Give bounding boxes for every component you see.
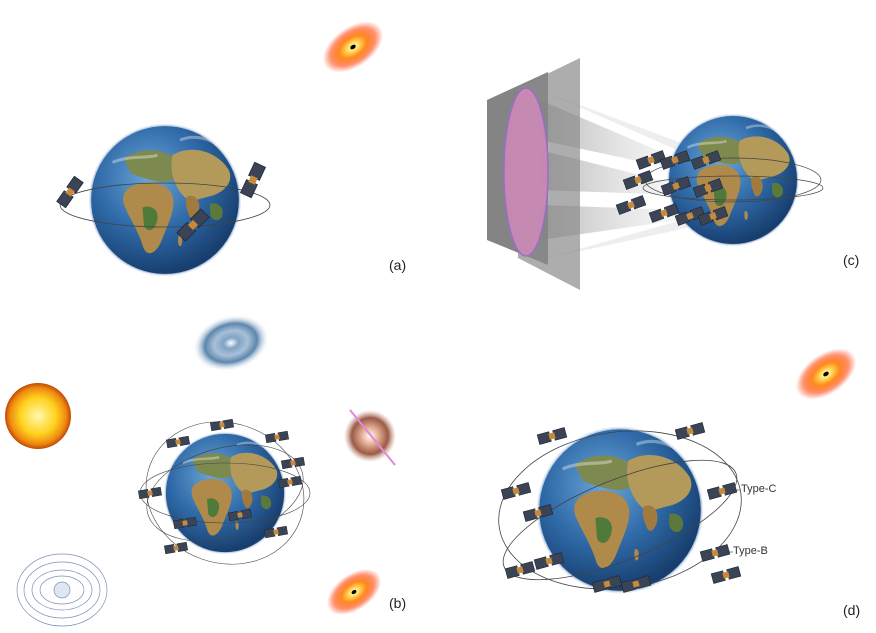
satellite-icon [536,427,568,445]
satellite-icon [500,482,532,500]
panel-d [498,338,866,594]
galaxy-icon [193,315,269,371]
satellite-icon [674,422,706,440]
earth-a [88,123,242,277]
sun-icon [5,383,71,449]
satellite-icon [706,482,738,500]
jet-line [349,409,396,466]
panel-label-d: (d) [843,602,861,618]
panel-c [487,58,824,290]
earth-d [536,426,704,594]
satellite-icon [504,561,536,579]
satellite-icon [699,544,731,562]
panel-label-b: (b) [389,595,407,611]
orbits-b [139,421,311,565]
orbit-label-type-b: Type-B [733,545,768,557]
magnetosphere-icon [16,553,108,627]
satellite-icon [239,161,267,199]
black-hole-icon [318,559,390,625]
orbit-label-type-c: Type-C [741,483,777,495]
panel-b [5,315,396,627]
panel-a [56,11,393,277]
satellite-icon [280,456,306,470]
satellite-icon [710,566,742,584]
panel-label-c: (c) [843,252,860,268]
satellite-icon [137,486,163,500]
satellite-icon [264,430,290,444]
signal-ellipse [503,87,549,257]
black-hole-icon [786,338,866,410]
satellite-icon [209,418,235,432]
orbit-a [59,182,271,228]
satellite-icon [163,541,189,555]
panel-label-a: (a) [389,257,407,273]
black-hole-icon [313,11,393,83]
